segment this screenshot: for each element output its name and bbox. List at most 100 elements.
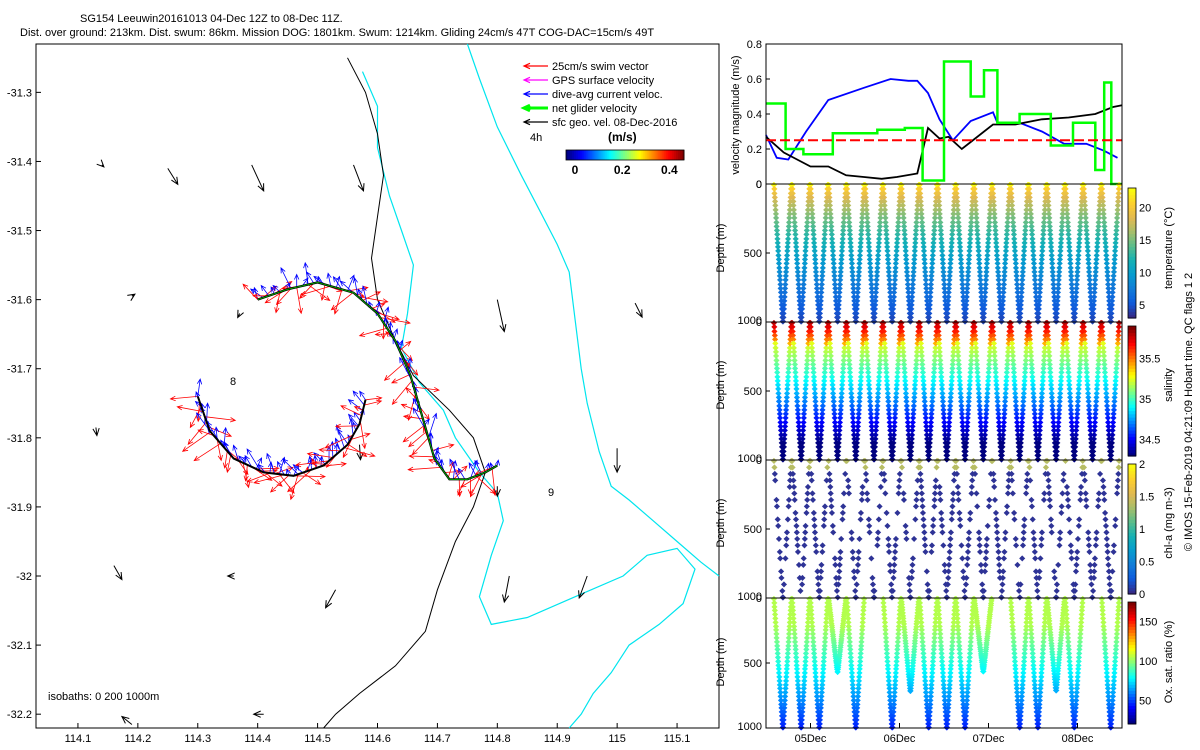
profile-point: ◆ [816,317,823,326]
profile-point: ◆ [1075,534,1082,543]
profile-point: ◆ [942,567,949,576]
profile-point: ◆ [837,284,844,293]
velocity-ytick-label-2: 0.4 [747,109,762,121]
profile-ytick-label: 0 [756,455,762,467]
map-ytick-label-2: -31.5 [7,226,32,238]
profile-ytick-label: 0 [756,593,762,605]
colorbar-cell [1128,584,1136,589]
profile-point: ◆ [851,573,858,582]
colorbar-cell [1128,473,1136,478]
profile-point: ◆ [826,192,833,201]
profile-point: ◆ [1016,723,1023,732]
profile-point: ◆ [840,502,847,511]
profile-point: ◆ [785,234,792,243]
velocity-ytick-label-0: 0 [756,179,762,191]
profile-ytick-label: 500 [744,386,762,398]
swim-vector [294,460,330,468]
map-colorbar-cell [583,150,587,160]
profile-point: ◆ [877,502,884,511]
profile-point: ◆ [818,284,825,293]
map-colorbar-cell [640,150,644,160]
map-colorbar-cell [609,150,612,160]
colorbar-cell [1128,262,1136,267]
profile-point: ◆ [833,300,840,309]
profile-point: ◆ [853,313,860,322]
profile-point: ◆ [860,201,867,210]
colorbar-cell [1128,629,1136,633]
profile-point: ◆ [801,271,808,280]
swim-vector [357,296,389,304]
profile-point: ◆ [809,209,816,218]
colorbar-label: (m/s) [608,130,637,144]
profile-point: ◆ [786,221,793,230]
profile-point: ◆ [851,296,858,305]
colorbar-cell [1128,702,1136,707]
profile-point: ◆ [817,308,824,317]
current-vector [375,301,381,313]
profile-point: ◆ [877,221,884,230]
profile-point: ◆ [966,528,973,537]
profile-point: ◆ [891,292,898,301]
profile-point: ◆ [847,234,854,243]
profile-point: ◆ [868,279,875,288]
profile-point: ◆ [784,246,791,255]
profile-point: ◆ [998,317,1005,326]
swim-vector [307,284,331,301]
swim-vector [320,284,326,302]
profile-point: ◆ [794,255,801,264]
colorbar-cell [1128,295,1136,300]
profile-point: ◆ [773,205,780,214]
profile-point: ◆ [799,300,806,309]
profile-point: ◆ [865,234,872,243]
profile-point: ◆ [834,586,841,595]
map-colorbar-cell [672,150,675,160]
profile-point: ◆ [847,226,854,235]
colorbar-cell [1128,705,1136,710]
profile-point: ◆ [795,547,802,556]
profile-panel-salinity: ◆◆◆◆◆◆◆◆◆◆◆◆◆◆◆◆◆◆◆◆◆◆◆◆◆◆◆◆◆◆◆◆◆ ◆◆ ◆◆◆◆◆… [738,317,1161,465]
current-vector [494,459,500,466]
profile-point: ◆ [859,221,866,230]
profile-point: ◆ [864,217,871,226]
profile-point: ◆ [857,242,864,251]
profile-point: ◆ [865,495,872,504]
colorbar-cell [1128,684,1136,688]
profile-point: ◆ [1089,593,1096,602]
title-line2: Dist. over ground: 213km. Dist. swum: 86… [20,27,654,39]
profile-point: ◆ [883,217,890,226]
current-vector [305,271,315,284]
map-ytick-label-8: -32.1 [7,640,32,652]
map-colorbar-cell [566,150,569,160]
profile-point: ◆ [790,201,797,210]
profile-point: ◆ [776,263,783,272]
profile-point: ◆ [869,292,876,301]
map-colorbar-cell [650,150,654,160]
profile-point: ◆ [901,495,908,504]
profile-point: ◆ [781,308,788,317]
map-colorbar-tick-0: 0 [572,163,579,177]
profile-point: ◆ [871,593,878,602]
profile-point: ◆ [772,197,779,206]
profile-point: ◆ [781,300,788,309]
swim-vector [222,451,229,469]
profile-point: ◆ [890,313,897,322]
profile-point: ◆ [771,188,778,197]
colorbar-cell [1128,638,1136,643]
profile-point: ◆ [801,279,808,288]
profile-point: ◆ [841,213,848,222]
colorbar-cell [1128,693,1136,697]
swim-vector [181,431,211,452]
map-xtick-label-7: 114.8 [484,733,511,745]
profile-point: ◆ [907,593,914,602]
velocity-ytick-label-4: 0.8 [747,39,762,51]
profile-point: ◆ [870,313,877,322]
map-colorbar-cell [636,150,640,160]
profile-point: ◆ [842,201,849,210]
profile-point: ◆ [793,242,800,251]
profile-point: ◆ [840,234,847,243]
profile-point: ◆ [798,723,805,732]
profile-point: ◆ [840,230,847,239]
profile-point: ◆ [809,213,816,222]
profile-point: ◆ [869,288,876,297]
profile-point: ◆ [1053,686,1060,695]
